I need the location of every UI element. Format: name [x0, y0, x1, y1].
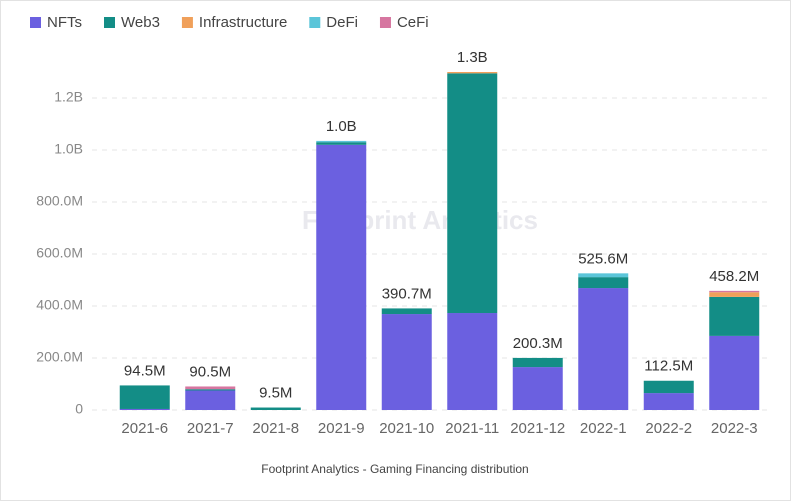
bar-segment [709, 292, 760, 297]
x-tick-label: 2021-10 [379, 420, 434, 437]
total-label: 94.5M [124, 362, 166, 379]
bar-segment [709, 296, 760, 336]
legend-swatch [379, 17, 391, 28]
y-tick-label: 600.0M [36, 245, 83, 261]
y-tick-label: 1.2B [54, 89, 83, 105]
bar-segment [512, 367, 563, 410]
bar-segment [578, 288, 629, 410]
bar-segment [185, 389, 236, 391]
bar-segment [447, 72, 498, 74]
x-tick-label: 2021-12 [510, 420, 565, 437]
x-tick-label: 2021-11 [445, 420, 499, 437]
total-label: 525.6M [578, 250, 628, 267]
total-label: 9.5M [259, 384, 292, 401]
legend-swatch [309, 17, 321, 28]
legend-label: NFTs [47, 14, 82, 31]
legend-swatch [181, 17, 193, 28]
bar-segment [316, 140, 367, 143]
bar-segment [709, 335, 760, 410]
bar-segment [119, 385, 170, 409]
bar-segment [250, 407, 301, 410]
y-tick-label: 800.0M [36, 193, 83, 209]
x-tick-label: 2021-8 [252, 420, 299, 437]
bar-segment [643, 380, 694, 394]
y-tick-label: 1.0B [54, 141, 83, 157]
caption: Footprint Analytics - Gaming Financing d… [261, 462, 528, 476]
bar-segment [578, 277, 629, 289]
y-tick-label: 0 [75, 401, 83, 417]
bar-segment [447, 73, 498, 314]
legend-label: Infrastructure [199, 14, 287, 31]
x-tick-label: 2021-9 [318, 420, 365, 437]
bar-segment [447, 313, 498, 410]
x-tick-label: 2022-1 [580, 420, 627, 437]
bar-segment [381, 308, 432, 315]
bar-segment [512, 357, 563, 368]
bar-segment [709, 290, 760, 293]
bar-segment [381, 314, 432, 410]
bar-segment [119, 408, 170, 410]
legend-swatch [104, 17, 115, 28]
x-tick-label: 2022-3 [711, 420, 758, 437]
bar-segment [185, 390, 236, 410]
legend-label: DeFi [326, 14, 358, 31]
y-tick-label: 400.0M [36, 297, 83, 313]
total-label: 1.3B [457, 49, 488, 66]
x-tick-label: 2022-2 [645, 420, 692, 437]
total-label: 1.0B [326, 118, 357, 135]
bar-segment [643, 393, 694, 410]
total-label: 200.3M [513, 335, 563, 352]
x-tick-label: 2021-6 [121, 420, 168, 437]
bar-segment [578, 273, 629, 278]
total-label: 458.2M [709, 268, 759, 285]
total-label: 112.5M [644, 358, 693, 375]
x-tick-label: 2021-7 [187, 420, 234, 437]
legend-label: CeFi [397, 14, 429, 31]
bar-segment [316, 142, 367, 145]
total-label: 90.5M [189, 363, 231, 380]
legend-swatch [30, 17, 41, 28]
total-label: 390.7M [382, 285, 432, 302]
y-tick-label: 200.0M [36, 349, 83, 365]
bar-segment [316, 144, 367, 411]
legend-label: Web3 [121, 14, 160, 31]
bar-segment [185, 386, 236, 390]
